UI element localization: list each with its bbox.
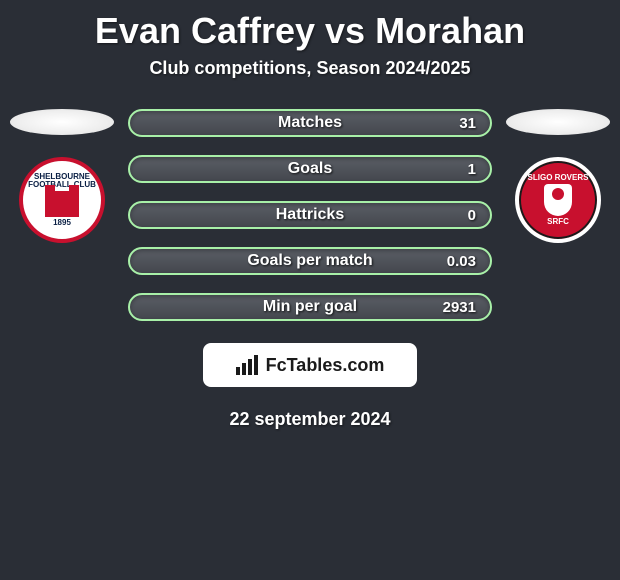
date-text: 22 september 2024: [0, 409, 620, 430]
player-photo-left: [10, 109, 114, 135]
stat-label: Hattricks: [276, 206, 344, 224]
brand-badge[interactable]: FcTables.com: [203, 343, 417, 387]
shield-icon: [544, 184, 572, 216]
stat-left-value: 0: [468, 207, 476, 224]
player-photo-right: [506, 109, 610, 135]
stat-label: Min per goal: [263, 298, 357, 316]
stat-label: Goals: [288, 160, 332, 178]
stat-label: Goals per match: [247, 252, 372, 270]
crest-sligo-inner: SLIGO ROVERS SRFC: [528, 174, 589, 226]
stat-row-goals: Goals 1: [128, 155, 492, 183]
crest-shelbourne: SHELBOURNE FOOTBALL CLUB 1895: [19, 157, 105, 243]
chart-icon: [236, 355, 260, 375]
crest-sligo-text: SLIGO ROVERS: [528, 174, 589, 182]
stat-label: Matches: [278, 114, 342, 132]
main-row: SHELBOURNE FOOTBALL CLUB 1895 Matches 31…: [0, 109, 620, 321]
crest-shelbourne-text: SHELBOURNE FOOTBALL CLUB: [23, 173, 101, 189]
right-side: SLIGO ROVERS SRFC: [502, 109, 614, 243]
brand-text: FcTables.com: [266, 355, 385, 376]
stats-column: Matches 31 Goals 1 Hattricks 0 Goals per…: [128, 109, 492, 321]
crest-sligo-abbr: SRFC: [528, 218, 589, 226]
stat-row-matches: Matches 31: [128, 109, 492, 137]
stat-left-value: 31: [459, 115, 476, 132]
page-title: Evan Caffrey vs Morahan: [0, 0, 620, 58]
crest-shelbourne-year: 1895: [23, 219, 101, 227]
stat-left-value: 1: [468, 161, 476, 178]
stat-row-mpg: Min per goal 2931: [128, 293, 492, 321]
castle-icon: [45, 191, 79, 217]
comparison-card: Evan Caffrey vs Morahan Club competition…: [0, 0, 620, 430]
crest-shelbourne-inner: SHELBOURNE FOOTBALL CLUB 1895: [23, 173, 101, 227]
stat-row-gpm: Goals per match 0.03: [128, 247, 492, 275]
stat-left-value: 2931: [443, 299, 476, 316]
page-subtitle: Club competitions, Season 2024/2025: [0, 58, 620, 79]
left-side: SHELBOURNE FOOTBALL CLUB 1895: [6, 109, 118, 243]
stat-row-hattricks: Hattricks 0: [128, 201, 492, 229]
stat-left-value: 0.03: [447, 253, 476, 270]
crest-sligo: SLIGO ROVERS SRFC: [515, 157, 601, 243]
